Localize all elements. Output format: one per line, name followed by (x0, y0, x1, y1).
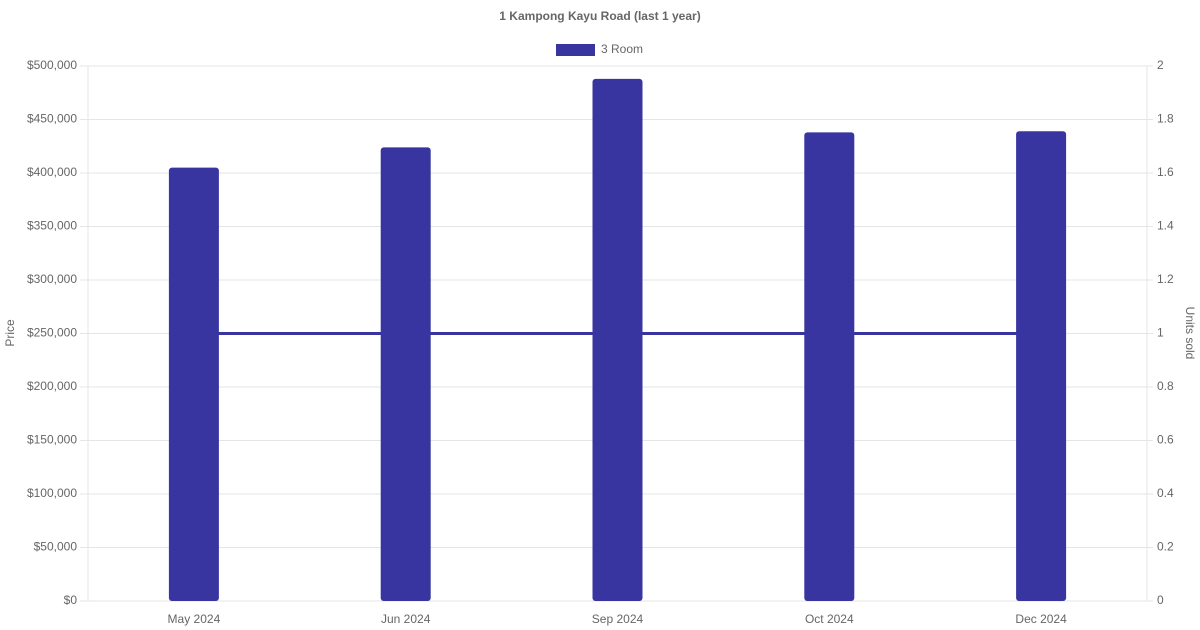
y-tick-label: $500,000 (27, 58, 77, 72)
y-tick-label: $250,000 (27, 326, 77, 340)
y2-axis-title: Units sold (1183, 307, 1197, 360)
bar (804, 132, 855, 601)
x-tick-label: Dec 2024 (1015, 612, 1067, 626)
x-tick-label: Jun 2024 (381, 612, 431, 626)
y-tick-label: $350,000 (27, 219, 77, 233)
y-tick-label: $200,000 (27, 379, 77, 393)
x-tick-label: Sep 2024 (592, 612, 644, 626)
bar (1016, 131, 1067, 601)
y-tick-label: $450,000 (27, 112, 77, 126)
y2-tick-label: 1.2 (1157, 272, 1174, 286)
y2-tick-label: 1.8 (1157, 112, 1174, 126)
y2-tick-label: 1.6 (1157, 165, 1174, 179)
bar (592, 78, 643, 602)
x-tick-label: Oct 2024 (805, 612, 854, 626)
y2-tick-label: 1 (1157, 326, 1164, 340)
y2-tick-label: 0.4 (1157, 486, 1174, 500)
y2-tick-label: 0.8 (1157, 379, 1174, 393)
y2-tick-label: 0 (1157, 593, 1164, 607)
y-axis-title: Price (3, 319, 17, 347)
y-tick-label: $150,000 (27, 433, 77, 447)
legend-label: 3 Room (601, 42, 643, 56)
legend-swatch (556, 44, 595, 56)
bar (168, 167, 219, 601)
y2-tick-label: 0.6 (1157, 433, 1174, 447)
y-tick-label: $300,000 (27, 272, 77, 286)
y-tick-label: $400,000 (27, 165, 77, 179)
y-tick-label: $100,000 (27, 486, 77, 500)
chart-title: 1 Kampong Kayu Road (last 1 year) (499, 9, 700, 23)
y-tick-label: $0 (64, 593, 78, 607)
y2-tick-label: 1.4 (1157, 219, 1174, 233)
y2-tick-label: 2 (1157, 58, 1164, 72)
y2-tick-label: 0.2 (1157, 540, 1174, 554)
x-tick-label: May 2024 (168, 612, 221, 626)
y-tick-label: $50,000 (34, 540, 78, 554)
bar (380, 147, 431, 601)
